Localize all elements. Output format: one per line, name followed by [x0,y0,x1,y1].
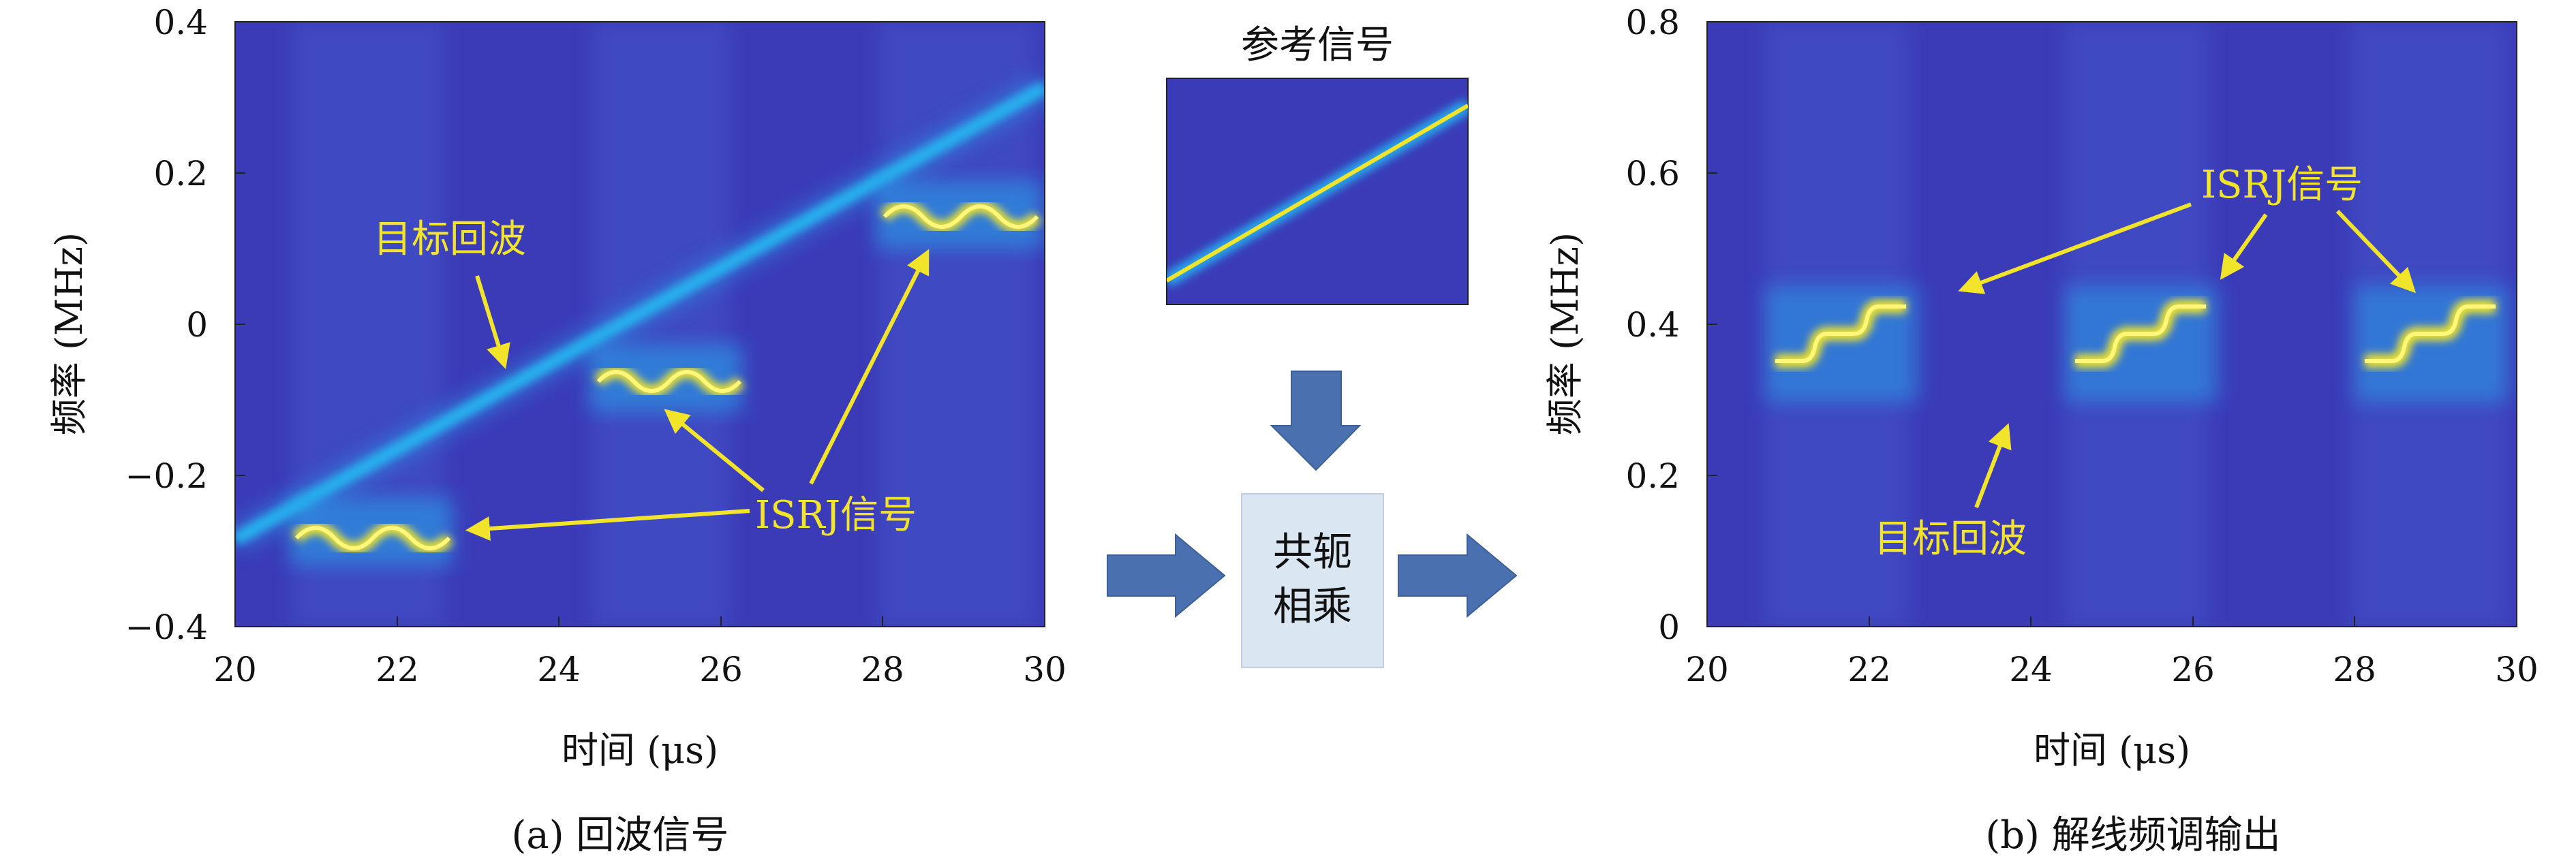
left-isrj-segment-3 [876,181,1043,249]
right-ytick-label: 0 [1658,608,1680,647]
left-ytick-label: 0.4 [153,3,208,42]
reference-signal-title: 参考信号 [1241,23,1394,67]
right-ytick-label: 0.2 [1625,456,1680,496]
right-xtick-label: 22 [1847,650,1891,689]
left-ytick-label: 0.2 [153,154,208,193]
right-xtick-label: 28 [2333,650,2376,689]
left-right-arrow [1107,533,1226,618]
left-target-echo-annotation: 目标回波 [373,217,526,262]
right-isrj-arrow-2 [2220,213,2268,280]
left-isrj-arrow-3 [809,249,930,485]
left-xtick-label: 24 [537,650,581,689]
left-target-echo-trace [235,74,1045,553]
right-isrj-arrow-3 [2335,209,2416,294]
down-arrow [1270,371,1362,471]
right-xtick-label: 30 [2495,650,2539,689]
right-y-axis-label: 频率 (MHz) [1544,232,1586,435]
left-target-arrow [475,275,510,369]
right-spectrogram-panel: 20 22 24 26 28 30 0.8 0.6 0.4 0.2 0 时间 (… [1544,3,2539,858]
right-x-axis-label: 时间 (μs) [2034,729,2190,772]
left-isrj-arrow-1 [465,509,750,541]
left-xtick-label: 30 [1023,650,1067,689]
left-isrj-annotation: ISRJ信号 [755,493,917,537]
left-caption: (a) 回波信号 [512,813,729,858]
left-ytick-label: 0 [186,305,208,345]
left-y-axis-label: 频率 (MHz) [48,232,91,435]
left-y-ticks [235,21,245,627]
right-isrj-stair-1 [1765,286,1918,402]
right-isrj-stair-3 [2355,286,2508,402]
right-xtick-label: 24 [2009,650,2053,689]
right-xtick-label: 26 [2171,650,2215,689]
right-ytick-label: 0.6 [1625,154,1680,193]
conjugate-multiply-box [1241,493,1384,668]
right-right-arrow [1398,533,1518,618]
reference-chirp-trace [1167,99,1468,287]
right-target-echo-annotation: 目标回波 [1874,517,2027,561]
right-y-ticks [1707,21,1717,627]
left-xtick-label: 20 [213,650,257,689]
right-ytick-label: 0.4 [1625,305,1680,345]
middle-process: 参考信号 共轭 相乘 [1107,23,1518,668]
left-xtick-label: 28 [861,650,904,689]
left-isrj-segment-1 [290,497,454,565]
left-x-ticks [234,616,1045,627]
right-xtick-label: 20 [1685,650,1729,689]
left-spectrogram-panel: 20 22 24 26 28 30 0.4 0.2 0 −0.2 −0.4 时间… [48,3,1067,858]
right-caption: (b) 解线频调输出 [1985,813,2280,858]
right-isrj-stair-2 [2065,286,2218,402]
conjugate-multiply-line2: 相乘 [1273,583,1352,629]
left-ytick-label: −0.2 [125,456,208,496]
right-ytick-label: 0.8 [1625,3,1680,42]
left-ytick-label: −0.4 [125,608,208,647]
right-isrj-annotation: ISRJ信号 [2201,163,2363,207]
conjugate-multiply-line1: 共轭 [1273,529,1352,575]
left-isrj-arrow-2 [664,409,765,492]
left-xtick-label: 22 [375,650,419,689]
right-isrj-arrow-1 [1958,202,2192,294]
left-isrj-segment-2 [589,344,745,412]
right-x-ticks [1706,616,2517,627]
left-x-axis-label: 时间 (μs) [562,729,718,772]
right-target-arrow [1974,423,2012,509]
left-xtick-label: 26 [699,650,743,689]
